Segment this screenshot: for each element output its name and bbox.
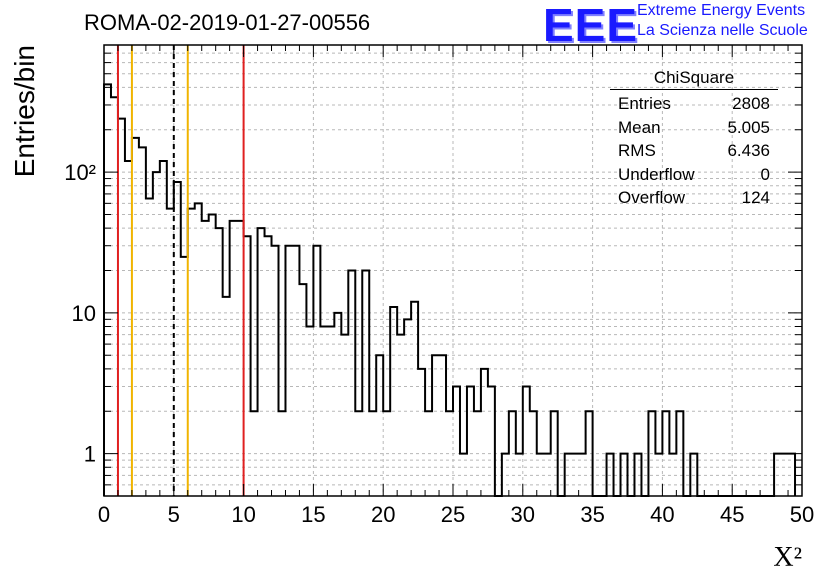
stats-title: ChiSquare	[610, 68, 778, 90]
stats-row-entries: Entries 2808	[610, 92, 778, 116]
stats-label: Entries	[618, 94, 671, 113]
stats-value: 5.005	[727, 117, 770, 137]
x-tick-label: 50	[790, 502, 814, 527]
x-axis-label: Χ²	[773, 542, 802, 572]
x-tick-label: 25	[441, 502, 465, 527]
y-tick-label: 10	[72, 301, 96, 326]
x-tick-label: 5	[168, 502, 180, 527]
stats-value: 0	[760, 164, 770, 184]
run-title: ROMA-02-2019-01-27-00556	[84, 10, 371, 35]
stats-row-overflow: Overflow 124	[610, 186, 778, 210]
eee-logo: EEE	[543, 0, 639, 51]
stats-label: Underflow	[618, 164, 695, 184]
x-tick-label: 15	[301, 502, 325, 527]
stats-label: Overflow	[618, 188, 686, 207]
stats-value: 124	[741, 188, 770, 207]
histogram-outline	[103, 83, 797, 497]
stats-box: ChiSquare Entries 2808 Mean 5.005 RMS 6.…	[610, 68, 778, 210]
x-tick-label: 40	[650, 502, 674, 527]
x-tick-label: 10	[231, 502, 255, 527]
stats-row-mean: Mean 5.005	[610, 116, 778, 140]
stats-label: RMS	[618, 141, 656, 160]
y-tick-label: 10²	[64, 160, 96, 185]
x-tick-label: 45	[720, 502, 744, 527]
stats-value: 6.436	[727, 141, 770, 160]
stats-row-rms: RMS 6.436	[610, 139, 778, 163]
stats-row-underflow: Underflow 0	[610, 163, 778, 187]
y-axis-label: Entries/bin	[9, 45, 40, 177]
y-tick-label: 1	[84, 442, 96, 467]
logo-tagline-2: La Scienza nelle Scuole	[637, 22, 808, 39]
x-tick-label: 35	[580, 502, 604, 527]
stats-value: 2808	[732, 94, 770, 113]
logo-tagline-1: Extreme Energy Events	[637, 2, 806, 19]
stats-label: Mean	[618, 117, 661, 137]
x-tick-label: 0	[98, 502, 110, 527]
x-tick-label: 30	[511, 502, 535, 527]
x-tick-label: 20	[371, 502, 395, 527]
